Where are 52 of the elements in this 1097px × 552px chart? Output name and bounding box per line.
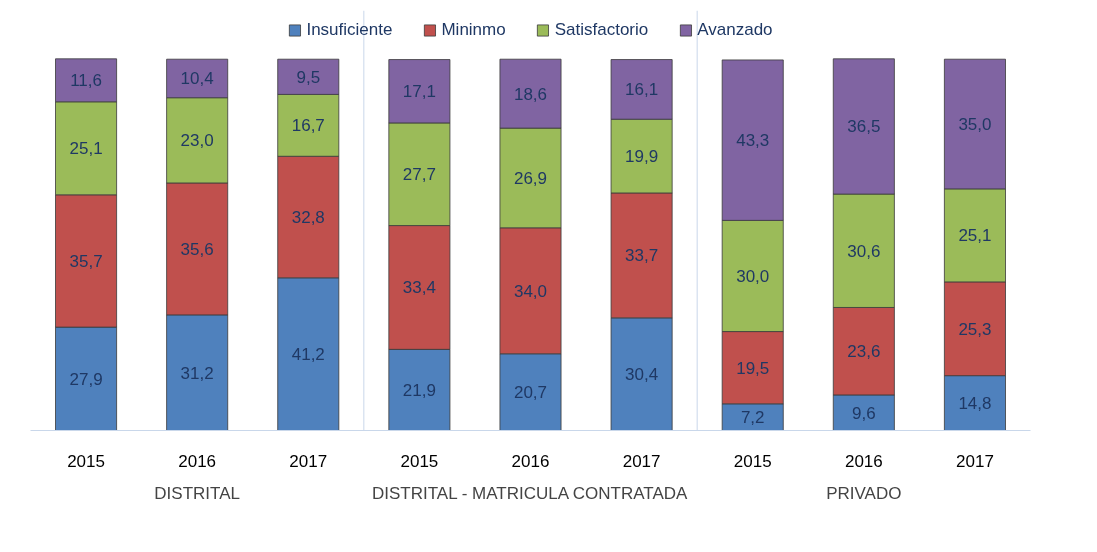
data-label: 17,1 xyxy=(402,82,436,102)
data-label: 30,0 xyxy=(736,266,770,286)
data-label: 9,5 xyxy=(296,67,321,87)
data-label: 33,7 xyxy=(625,246,659,266)
text: DISTRITAL - MATRICULA CONTRATADA xyxy=(371,483,689,503)
data-label: 35,6 xyxy=(180,239,214,259)
data-label: 41,2 xyxy=(291,345,325,365)
data-label: 16,1 xyxy=(625,80,659,100)
x-tick-label: 2015 xyxy=(67,451,105,471)
data-label: 21,9 xyxy=(402,380,436,400)
data-label: 26,9 xyxy=(513,168,548,188)
data-label: 30,6 xyxy=(847,241,881,261)
legend-label: Insuficiente xyxy=(306,20,393,40)
data-label: 25,3 xyxy=(958,319,992,339)
data-label: 19,9 xyxy=(625,147,659,167)
x-tick-label: 2017 xyxy=(622,451,661,471)
data-label: 10,4 xyxy=(180,69,214,89)
text: DISTRITAL xyxy=(154,483,240,503)
x-tick-label: 2015 xyxy=(400,451,439,471)
x-tick-label: 2017 xyxy=(956,451,994,471)
data-label: 19,5 xyxy=(736,358,770,378)
data-label: 43,3 xyxy=(736,131,770,151)
data-label: 32,8 xyxy=(291,208,325,228)
x-tick-label: 2016 xyxy=(178,451,217,471)
data-label: 23,0 xyxy=(180,131,214,151)
data-label: 25,1 xyxy=(69,139,103,159)
data-label: 35,0 xyxy=(958,115,992,135)
data-label: 27,7 xyxy=(402,165,436,185)
data-label: 20,7 xyxy=(513,383,548,403)
text: PRIVADO xyxy=(826,483,902,503)
x-tick-label: 2016 xyxy=(511,451,550,471)
data-label: 34,0 xyxy=(513,281,548,301)
legend-label: Satisfactorio xyxy=(554,20,649,40)
data-label: 18,6 xyxy=(513,84,548,104)
data-label: 35,7 xyxy=(69,251,103,271)
x-tick-label: 2016 xyxy=(844,451,883,471)
x-tick-label: 2017 xyxy=(289,451,328,471)
legend-label: Avanzado xyxy=(697,20,773,40)
data-label: 25,1 xyxy=(958,226,992,246)
x-tick-label: 2015 xyxy=(733,451,772,471)
data-label: 14,8 xyxy=(958,394,992,414)
data-label: 23,6 xyxy=(847,342,881,362)
data-label: 9,6 xyxy=(852,403,876,423)
data-label: 11,6 xyxy=(70,71,102,91)
data-label: 31,2 xyxy=(180,363,214,383)
data-label: 33,4 xyxy=(402,278,436,298)
data-label: 36,5 xyxy=(847,117,881,137)
data-label: 16,7 xyxy=(291,116,325,136)
data-label: 27,9 xyxy=(69,369,103,389)
data-label: 7,2 xyxy=(740,408,765,428)
data-label: 30,4 xyxy=(625,365,659,385)
legend-label: Mininmo xyxy=(441,20,506,40)
